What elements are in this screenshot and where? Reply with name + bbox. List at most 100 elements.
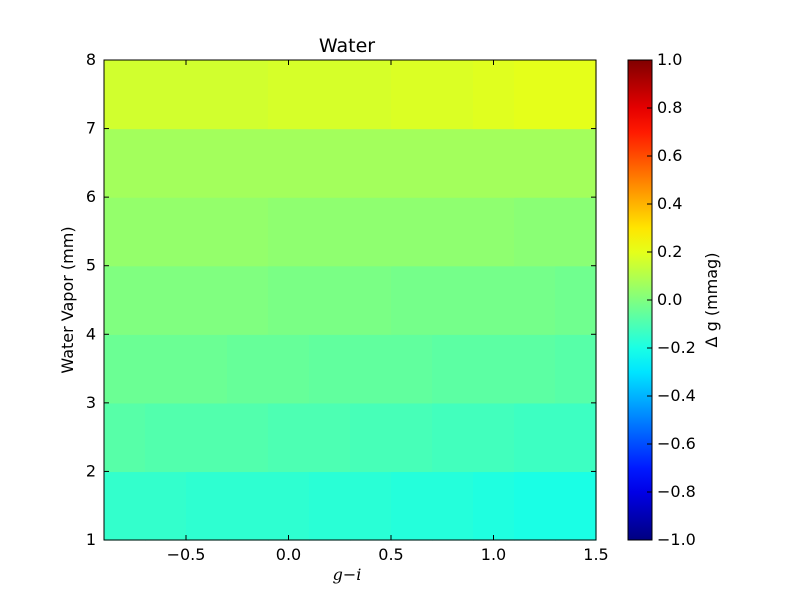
y-tick-label: 3 xyxy=(86,393,96,412)
heatmap-cells xyxy=(104,60,597,541)
heatmap-cell xyxy=(391,402,433,473)
heatmap-cell xyxy=(350,128,392,198)
heatmap-cell xyxy=(432,265,474,335)
heatmap-cell xyxy=(268,334,310,404)
heatmap-cell xyxy=(555,334,597,404)
heatmap-cell xyxy=(555,60,597,130)
heatmap-cell xyxy=(391,471,433,541)
heatmap-cell xyxy=(309,197,351,267)
heatmap-cell xyxy=(391,128,433,198)
heatmap-cell xyxy=(186,197,228,267)
heatmap-cell xyxy=(555,128,597,198)
heatmap-cell xyxy=(473,60,515,130)
heatmap-cell xyxy=(227,128,269,198)
heatmap-cell xyxy=(104,128,146,198)
plot-frame xyxy=(103,59,597,541)
y-axis: 1 2 3 4 5 6 7 8 xyxy=(86,50,596,549)
colorbar-axis: −1.0 −0.8 −0.6 −0.4 −0.2 0.0 0.2 0.4 0.6 0.8 1.0 xyxy=(647,50,696,549)
heatmap-cell xyxy=(145,402,187,473)
x-axis: −0.5 0.0 0.5 1.0 1.5 xyxy=(167,60,609,564)
heatmap-cell xyxy=(145,334,187,404)
heatmap-cell xyxy=(514,60,556,130)
heatmap-cell xyxy=(145,197,187,267)
heatmap-cell xyxy=(309,60,351,130)
colorbar-tick-label: −0.2 xyxy=(657,338,696,357)
heatmap-cell xyxy=(514,334,556,404)
heatmap-cell xyxy=(145,128,187,198)
y-tick-label: 2 xyxy=(86,461,96,480)
heatmap-cell xyxy=(104,402,146,473)
heatmap-cell xyxy=(555,402,597,473)
colorbar-tick-label: −1.0 xyxy=(657,530,696,549)
heatmap-cell xyxy=(555,197,597,267)
x-tick-label: 1.5 xyxy=(583,545,608,564)
heatmap-cell xyxy=(350,471,392,541)
y-tick-label: 6 xyxy=(86,187,96,206)
heatmap-cell xyxy=(514,128,556,198)
heatmap-cell xyxy=(555,265,597,335)
colorbar-tick-label: −0.6 xyxy=(657,434,696,453)
colorbar-tick-label: 0.8 xyxy=(657,98,682,117)
y-tick-label: 1 xyxy=(86,530,96,549)
heatmap-cell xyxy=(104,334,146,404)
x-tick-label: 0.0 xyxy=(276,545,301,564)
heatmap-cell xyxy=(432,471,474,541)
heatmap-cell xyxy=(227,197,269,267)
heatmap-cell xyxy=(186,265,228,335)
heatmap-cell xyxy=(473,334,515,404)
heatmap-cell xyxy=(473,402,515,473)
colorbar-label: Δ g (mmag) xyxy=(702,253,721,348)
heatmap-cell xyxy=(350,265,392,335)
heatmap-cell xyxy=(391,197,433,267)
heatmap-cell xyxy=(227,60,269,130)
heatmap-cell xyxy=(104,471,146,541)
heatmap-cell xyxy=(473,471,515,541)
heatmap-cell xyxy=(309,334,351,404)
heatmap-cell xyxy=(391,334,433,404)
heatmap-cell xyxy=(227,265,269,335)
x-tick-label: 0.5 xyxy=(378,545,403,564)
y-tick-label: 5 xyxy=(86,256,96,275)
heatmap-cell xyxy=(145,265,187,335)
heatmap-cell xyxy=(268,402,310,473)
heatmap-cell xyxy=(350,334,392,404)
y-tick-label: 8 xyxy=(86,50,96,69)
chart-title: Water xyxy=(319,35,375,57)
heatmap-cell xyxy=(227,471,269,541)
colorbar-tick-label: −0.4 xyxy=(657,386,696,405)
x-tick-label: −0.5 xyxy=(167,545,206,564)
y-tick-label: 4 xyxy=(86,324,96,343)
heatmap-cell xyxy=(309,402,351,473)
colorbar-tick-label: 0.0 xyxy=(657,290,682,309)
heatmap-cell xyxy=(268,197,310,267)
heatmap-cell xyxy=(555,471,597,541)
heatmap-cell xyxy=(227,334,269,404)
heatmap-cell xyxy=(350,60,392,130)
colorbar-tick-label: −0.8 xyxy=(657,482,696,501)
heatmap-cell xyxy=(350,402,392,473)
heatmap-cell xyxy=(473,197,515,267)
heatmap-cell xyxy=(391,60,433,130)
heatmap-cell xyxy=(432,60,474,130)
heatmap-cell xyxy=(268,60,310,130)
heatmap-cell xyxy=(186,402,228,473)
heatmap-cell xyxy=(104,265,146,335)
heatmap-cell xyxy=(145,471,187,541)
heatmap-cell xyxy=(268,128,310,198)
heatmap-cell xyxy=(432,402,474,473)
heatmap-cell xyxy=(268,265,310,335)
heatmap-cell xyxy=(514,197,556,267)
heatmap-cell xyxy=(514,402,556,473)
heatmap-cell xyxy=(145,60,187,130)
heatmap-cell xyxy=(309,265,351,335)
heatmap-cell xyxy=(350,197,392,267)
heatmap-cell xyxy=(104,197,146,267)
x-axis-label: g−i xyxy=(333,565,362,584)
heatmap-cell xyxy=(514,471,556,541)
heatmap-cell xyxy=(227,402,269,473)
x-tick-label: 1.0 xyxy=(481,545,506,564)
heatmap-cell xyxy=(309,128,351,198)
heatmap-cell xyxy=(309,471,351,541)
